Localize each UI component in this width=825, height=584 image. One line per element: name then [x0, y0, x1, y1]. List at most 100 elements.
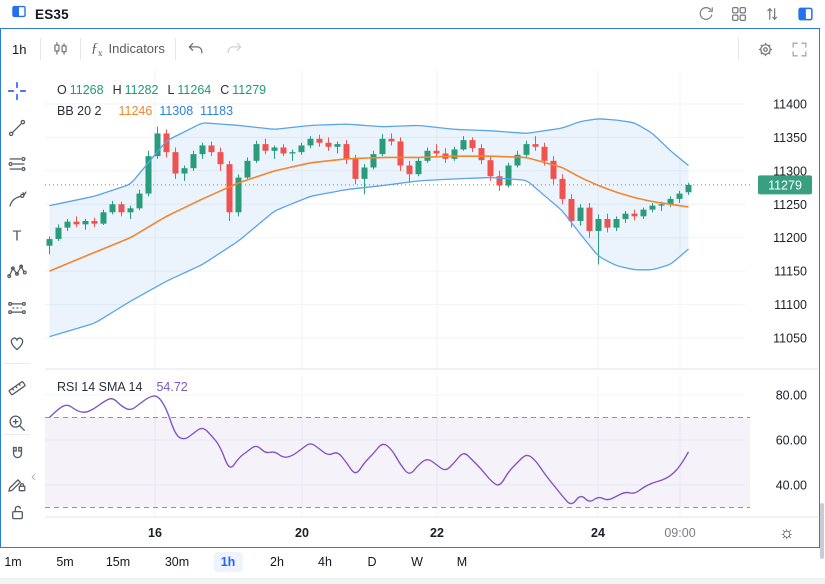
tool-magnet[interactable] [3, 440, 31, 468]
crosshair-icon [7, 81, 27, 101]
brush-icon [9, 191, 27, 207]
pencil-lock-icon [8, 478, 26, 492]
timeframe-1m[interactable]: 1m [4, 555, 22, 569]
bollinger-legend[interactable]: BB 20 2 11246 11308 11183 [57, 104, 233, 118]
xabcd-pattern-icon [7, 264, 27, 279]
undo-button[interactable] [186, 39, 206, 59]
svg-text:11100: 11100 [774, 298, 807, 312]
timeframe-button[interactable]: 1h [12, 41, 27, 57]
svg-text:11250: 11250 [773, 198, 807, 212]
svg-text:40.00: 40.00 [776, 479, 807, 493]
bb-title: BB 20 2 [57, 104, 102, 118]
open-value: 11268 [69, 83, 104, 97]
high-value: 11282 [124, 83, 159, 97]
close-label: C [220, 83, 230, 97]
timeframe-W[interactable]: W [411, 555, 423, 569]
panel-layout-icon[interactable] [795, 4, 815, 24]
tool-text[interactable]: T [3, 222, 31, 250]
zoom-in-icon [9, 415, 25, 431]
bb-upper-value: 11308 [159, 104, 194, 118]
timeframe-30m[interactable]: 30m [164, 555, 190, 569]
tool-xabcd-pattern[interactable] [3, 258, 31, 286]
redo-button[interactable] [224, 39, 244, 59]
footer-strip [0, 578, 825, 584]
symbol-title: ES35 [35, 6, 69, 22]
sort-arrows-icon[interactable] [762, 4, 782, 24]
redo-icon [227, 42, 242, 54]
text-tool-icon: T [13, 229, 22, 245]
trend-line-icon [8, 119, 26, 137]
ruler-icon [8, 381, 26, 396]
refresh-icon[interactable] [696, 4, 716, 24]
chart-toolbar: 1h ƒx Indicators [1, 30, 817, 68]
tool-forecast[interactable] [3, 294, 31, 322]
lock-open-icon [11, 505, 23, 519]
magnet-icon [12, 446, 22, 458]
tools-separator [4, 363, 30, 364]
timeframe-2h[interactable]: 2h [270, 555, 284, 569]
symbol-group[interactable]: ES35 [10, 3, 69, 25]
fib-retracement-icon [8, 156, 26, 172]
timeframe-4h[interactable]: 4h [318, 555, 332, 569]
svg-text:20: 20 [295, 526, 309, 540]
svg-text:09:00: 09:00 [664, 526, 695, 540]
timeframe-1h[interactable]: 1h [213, 552, 243, 572]
tool-fib-retracement[interactable] [3, 150, 31, 178]
timeframe-bar: 1m 5m 15m 30m 1h 2h 4h D W M [0, 547, 825, 578]
top-symbol-bar: ES35 [0, 0, 825, 28]
chart-style-button[interactable] [51, 39, 70, 59]
tool-crosshair[interactable] [3, 77, 31, 105]
close-value: 11279 [232, 83, 267, 97]
fullscreen-button[interactable] [790, 40, 809, 59]
timeframe-15m[interactable]: 15m [105, 555, 131, 569]
svg-text:11150: 11150 [774, 265, 807, 279]
low-value: 11264 [177, 83, 212, 97]
svg-text:11050: 11050 [773, 332, 807, 346]
timeframe-M[interactable]: M [456, 555, 468, 569]
svg-text:11279: 11279 [768, 178, 802, 192]
svg-text:11350: 11350 [773, 131, 807, 145]
theme-toggle-sun-icon[interactable]: ☼ [779, 523, 795, 542]
tool-favorites[interactable] [3, 329, 31, 357]
forecast-icon [8, 301, 26, 315]
timeframe-5m[interactable]: 5m [56, 555, 74, 569]
tool-trend-line[interactable] [3, 114, 31, 142]
rsi-value: 54.72 [156, 380, 188, 394]
grid-layout-icon[interactable] [729, 4, 749, 24]
tool-ruler[interactable] [3, 374, 31, 402]
heart-icon [10, 337, 24, 351]
tool-drawing-lock[interactable] [3, 470, 31, 498]
tool-lock-all[interactable] [3, 498, 31, 526]
bb-basis-value: 11246 [118, 104, 153, 118]
low-label: L [167, 83, 175, 97]
svg-text:24: 24 [591, 526, 605, 540]
svg-text:16: 16 [148, 526, 162, 540]
chart-canvas[interactable]: 11400 11350 11300 11250 11200 11150 11100 11050… [45, 70, 818, 546]
svg-text:11200: 11200 [773, 231, 807, 245]
fx-icon: ƒx [91, 40, 103, 58]
rsi-title: RSI 14 SMA 14 [57, 380, 143, 394]
svg-text:80.00: 80.00 [776, 389, 807, 403]
svg-text:60.00: 60.00 [776, 434, 807, 448]
ohlc-legend[interactable]: O 11268 H 11282 L 11264 C 11279 [57, 83, 266, 97]
indicators-button[interactable]: ƒx Indicators [91, 40, 165, 58]
svg-text:11400: 11400 [773, 98, 807, 112]
tool-zoom-in[interactable] [3, 409, 31, 437]
tool-brush[interactable] [3, 186, 31, 214]
open-label: O [57, 83, 67, 97]
svg-text:11300: 11300 [773, 164, 807, 178]
scrollbar-thumb[interactable] [820, 503, 824, 559]
high-label: H [112, 83, 122, 97]
timeframe-D[interactable]: D [367, 555, 377, 569]
pane-collapse-chevron[interactable]: ‹ [31, 468, 36, 485]
svg-text:T: T [13, 229, 22, 245]
gear-icon [758, 42, 773, 56]
tools-separator [4, 434, 30, 435]
rsi-legend[interactable]: RSI 14 SMA 14 54.72 [57, 380, 188, 394]
symbol-panel-icon [10, 3, 28, 25]
settings-button[interactable] [755, 39, 776, 60]
fullscreen-icon [792, 41, 807, 57]
bb-lower-value: 11183 [200, 104, 234, 118]
svg-text:22: 22 [430, 526, 444, 540]
